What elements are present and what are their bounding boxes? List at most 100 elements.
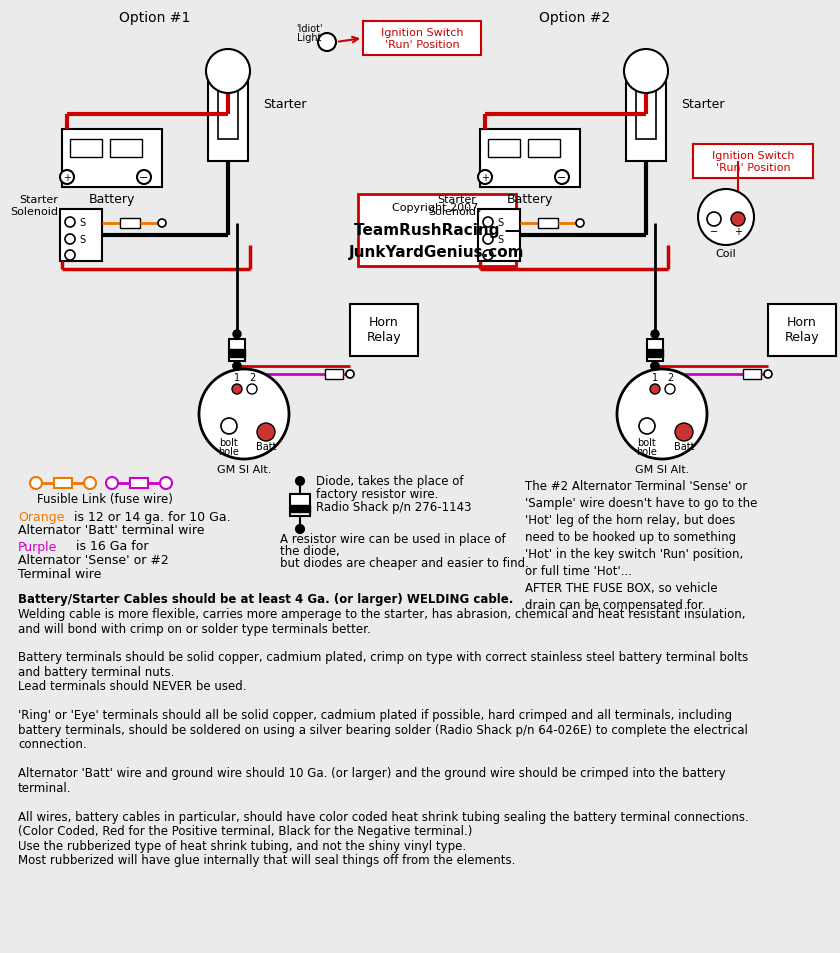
Circle shape (30, 477, 42, 490)
Text: Ignition Switch: Ignition Switch (711, 151, 795, 161)
Text: Light: Light (297, 33, 321, 43)
Text: S: S (79, 218, 85, 228)
Circle shape (698, 190, 754, 246)
Text: Battery: Battery (89, 193, 135, 206)
Text: S: S (497, 218, 503, 228)
Text: Horn: Horn (787, 316, 816, 329)
Bar (528, 140, 560, 158)
Text: Most rubberized will have glue internally that will seal things off from the ele: Most rubberized will have glue internall… (18, 854, 516, 866)
Circle shape (233, 331, 241, 338)
Bar (646, 382, 678, 396)
Circle shape (221, 418, 237, 435)
Circle shape (639, 418, 655, 435)
Bar (218, 85, 238, 140)
Bar (478, 210, 520, 262)
Text: +: + (63, 172, 71, 183)
Text: Starter: Starter (437, 194, 476, 205)
Bar (647, 339, 663, 361)
Text: Terminal wire: Terminal wire (18, 568, 102, 581)
Circle shape (65, 218, 75, 228)
Text: JunkYardGenius.com: JunkYardGenius.com (349, 244, 525, 259)
Circle shape (651, 331, 659, 338)
Text: −: − (557, 172, 567, 183)
Text: and battery terminal nuts.: and battery terminal nuts. (18, 665, 175, 679)
Text: Batt: Batt (674, 441, 694, 452)
Text: All wires, battery cables in particular, should have color coded heat shrink tub: All wires, battery cables in particular,… (18, 810, 748, 823)
Text: Horn: Horn (369, 316, 399, 329)
Bar (54, 478, 72, 489)
Text: The #2 Alternator Terminal 'Sense' or
'Sample' wire doesn't have to go to the
'H: The #2 Alternator Terminal 'Sense' or 'S… (525, 479, 758, 612)
Circle shape (555, 171, 569, 185)
Circle shape (106, 477, 118, 490)
Text: bolt: bolt (219, 437, 239, 448)
Text: Starter: Starter (19, 194, 58, 205)
Bar (358, 194, 516, 267)
Bar (60, 210, 102, 262)
Text: terminal.: terminal. (18, 781, 71, 794)
Circle shape (65, 234, 75, 245)
Text: 'Ring' or 'Eye' terminals should all be solid copper, cadmium plated if possible: 'Ring' or 'Eye' terminals should all be … (18, 709, 732, 721)
Text: Batt: Batt (255, 441, 276, 452)
Bar (480, 130, 580, 188)
Bar (290, 495, 310, 517)
Bar (229, 350, 245, 357)
Bar (647, 350, 663, 357)
Circle shape (731, 213, 745, 227)
Text: the diode,: the diode, (280, 545, 339, 558)
Bar (636, 85, 656, 140)
Text: Coil: Coil (716, 249, 737, 258)
Circle shape (707, 213, 721, 227)
Text: is 16 Ga for: is 16 Ga for (68, 540, 149, 553)
Text: Relay: Relay (367, 331, 402, 344)
Text: Fusible Link (fuse wire): Fusible Link (fuse wire) (37, 493, 173, 506)
Text: Lead terminals should NEVER be used.: Lead terminals should NEVER be used. (18, 679, 246, 693)
Text: Alternator 'Sense' or #2: Alternator 'Sense' or #2 (18, 554, 169, 567)
Text: Alternator 'Batt' wire and ground wire should 10 Ga. (or larger) and the ground : Alternator 'Batt' wire and ground wire s… (18, 767, 726, 780)
Text: Radio Shack p/n 276-1143: Radio Shack p/n 276-1143 (316, 501, 471, 514)
Text: Solenoid: Solenoid (428, 207, 476, 216)
Text: battery terminals, should be soldered on using a silver bearing solder (Radio Sh: battery terminals, should be soldered on… (18, 723, 748, 737)
Text: hole: hole (637, 447, 658, 456)
Circle shape (650, 385, 660, 395)
Text: but diodes are cheaper and easier to find.: but diodes are cheaper and easier to fin… (280, 557, 529, 570)
Text: GM SI Alt.: GM SI Alt. (217, 464, 271, 475)
Text: GM SI Alt.: GM SI Alt. (635, 464, 689, 475)
Circle shape (206, 50, 250, 94)
Text: Battery terminals should be solid copper, cadmium plated, crimp on type with cor: Battery terminals should be solid copper… (18, 651, 748, 664)
Bar (229, 339, 245, 361)
Circle shape (296, 477, 304, 485)
Circle shape (233, 363, 241, 371)
Text: Diode, takes the place of: Diode, takes the place of (316, 475, 464, 488)
Bar (363, 22, 481, 56)
Text: is 12 or 14 ga. for 10 Ga.: is 12 or 14 ga. for 10 Ga. (70, 511, 231, 524)
Circle shape (233, 363, 241, 371)
Bar (538, 219, 558, 229)
Circle shape (483, 218, 493, 228)
Bar (130, 478, 148, 489)
Text: Welding cable is more flexible, carries more amperage to the starter, has abrasi: Welding cable is more flexible, carries … (18, 607, 746, 620)
Circle shape (764, 371, 772, 378)
Text: and will bond with crimp on or solder type terminals better.: and will bond with crimp on or solder ty… (18, 622, 370, 635)
Text: Orange: Orange (18, 511, 65, 524)
Circle shape (60, 171, 74, 185)
Circle shape (158, 220, 166, 228)
Circle shape (232, 385, 242, 395)
Circle shape (651, 363, 659, 371)
Text: Solenoid: Solenoid (10, 207, 58, 216)
Text: +: + (734, 227, 742, 236)
Circle shape (346, 371, 354, 378)
Circle shape (675, 423, 693, 441)
Text: TeamRushRacing —: TeamRushRacing — (354, 223, 520, 238)
Text: +: + (481, 172, 489, 183)
Bar (626, 71, 666, 162)
Text: −: − (710, 227, 718, 236)
Text: 'Run' Position: 'Run' Position (385, 40, 459, 50)
Bar (488, 140, 520, 158)
Bar (768, 305, 836, 356)
Text: A resistor wire can be used in place of: A resistor wire can be used in place of (280, 533, 506, 546)
Bar (693, 145, 813, 179)
Circle shape (65, 251, 75, 261)
Text: Alternator 'Batt' terminal wire: Alternator 'Batt' terminal wire (18, 523, 204, 536)
Circle shape (483, 234, 493, 245)
Text: Copyright 2007,: Copyright 2007, (392, 203, 482, 213)
